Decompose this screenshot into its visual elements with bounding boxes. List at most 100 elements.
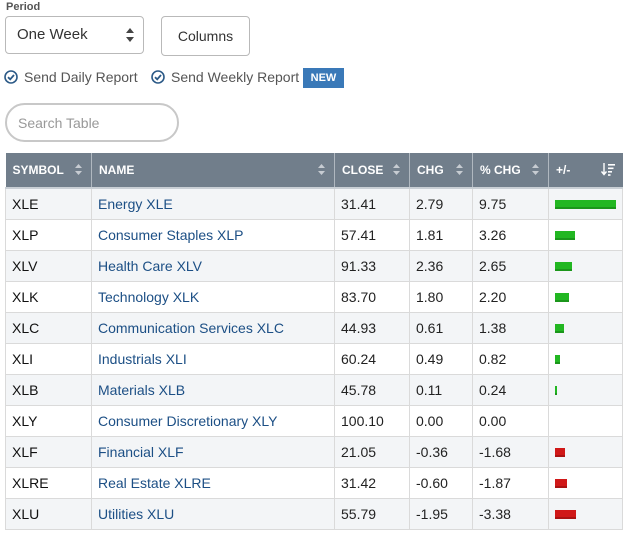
check-circle-icon xyxy=(4,70,18,84)
positive-change-bar xyxy=(555,231,575,240)
close-cell: 100.10 xyxy=(334,405,410,437)
name-link[interactable]: Energy XLE xyxy=(91,188,335,220)
table-header-row: SYMBOL NAME CLOSE CHG % CHG +/- xyxy=(5,153,623,189)
name-link[interactable]: Consumer Discretionary XLY xyxy=(91,405,335,437)
close-cell: 21.05 xyxy=(334,436,410,468)
pct-chg-cell: 2.20 xyxy=(472,281,549,313)
change-bar-cell xyxy=(548,343,623,375)
chg-cell: -1.95 xyxy=(409,498,473,530)
search-input[interactable] xyxy=(5,103,179,142)
name-link[interactable]: Utilities XLU xyxy=(91,498,335,530)
header-chg[interactable]: CHG xyxy=(409,153,473,189)
pct-chg-cell: -1.87 xyxy=(472,467,549,499)
symbol-cell: XLC xyxy=(5,312,92,344)
table-row[interactable]: XLU Utilities XLU 55.79 -1.95 -3.38 xyxy=(5,498,623,530)
chg-cell: 0.61 xyxy=(409,312,473,344)
positive-change-bar xyxy=(555,324,564,333)
table-row[interactable]: XLB Materials XLB 45.78 0.11 0.24 xyxy=(5,374,623,406)
table-row[interactable]: XLP Consumer Staples XLP 57.41 1.81 3.26 xyxy=(5,219,623,251)
chg-cell: 1.81 xyxy=(409,219,473,251)
sector-table: SYMBOL NAME CLOSE CHG % CHG +/- XLE Energ… xyxy=(5,153,623,530)
table-row[interactable]: XLE Energy XLE 31.41 2.79 9.75 xyxy=(5,188,623,220)
columns-button[interactable]: Columns xyxy=(161,16,250,56)
name-link[interactable]: Materials XLB xyxy=(91,374,335,406)
select-arrows-icon xyxy=(126,28,134,42)
new-badge: NEW xyxy=(303,68,344,88)
close-cell: 91.33 xyxy=(334,250,410,282)
period-label: Period xyxy=(6,1,41,13)
pct-chg-cell: 3.26 xyxy=(472,219,549,251)
positive-change-bar xyxy=(555,200,616,209)
sort-icon xyxy=(75,164,82,175)
negative-change-bar xyxy=(555,510,576,519)
name-link[interactable]: Real Estate XLRE xyxy=(91,467,335,499)
pct-chg-cell: 9.75 xyxy=(472,188,549,220)
chg-cell: 2.79 xyxy=(409,188,473,220)
name-link[interactable]: Financial XLF xyxy=(91,436,335,468)
chg-cell: 1.80 xyxy=(409,281,473,313)
symbol-cell: XLF xyxy=(5,436,92,468)
weekly-report-toggle[interactable]: Send Weekly Report xyxy=(151,69,299,85)
name-link[interactable]: Communication Services XLC xyxy=(91,312,335,344)
chg-cell: 0.49 xyxy=(409,343,473,375)
check-circle-icon xyxy=(151,70,165,84)
chg-cell: -0.36 xyxy=(409,436,473,468)
positive-change-bar xyxy=(555,262,572,271)
close-cell: 45.78 xyxy=(334,374,410,406)
symbol-cell: XLK xyxy=(5,281,92,313)
chg-cell: 0.11 xyxy=(409,374,473,406)
table-row[interactable]: XLK Technology XLK 83.70 1.80 2.20 xyxy=(5,281,623,313)
table-row[interactable]: XLC Communication Services XLC 44.93 0.61 1.… xyxy=(5,312,623,344)
symbol-cell: XLI xyxy=(5,343,92,375)
pct-chg-cell: -3.38 xyxy=(472,498,549,530)
name-link[interactable]: Health Care XLV xyxy=(91,250,335,282)
pct-chg-cell: 0.00 xyxy=(472,405,549,437)
pct-chg-cell: 2.65 xyxy=(472,250,549,282)
positive-change-bar xyxy=(555,355,560,364)
negative-change-bar xyxy=(555,479,567,488)
daily-report-label: Send Daily Report xyxy=(24,69,138,85)
symbol-cell: XLY xyxy=(5,405,92,437)
table-row[interactable]: XLF Financial XLF 21.05 -0.36 -1.68 xyxy=(5,436,623,468)
close-cell: 31.41 xyxy=(334,188,410,220)
table-row[interactable]: XLV Health Care XLV 91.33 2.36 2.65 xyxy=(5,250,623,282)
pct-chg-cell: 0.82 xyxy=(472,343,549,375)
name-link[interactable]: Technology XLK xyxy=(91,281,335,313)
close-cell: 55.79 xyxy=(334,498,410,530)
close-cell: 57.41 xyxy=(334,219,410,251)
symbol-cell: XLP xyxy=(5,219,92,251)
table-row[interactable]: XLY Consumer Discretionary XLY 100.10 0.00 0… xyxy=(5,405,623,437)
header-close[interactable]: CLOSE xyxy=(334,153,410,189)
symbol-cell: XLRE xyxy=(5,467,92,499)
weekly-report-label: Send Weekly Report xyxy=(171,69,300,85)
pct-chg-cell: 0.24 xyxy=(472,374,549,406)
name-link[interactable]: Consumer Staples XLP xyxy=(91,219,335,251)
change-bar-cell xyxy=(548,436,623,468)
sort-icon xyxy=(532,164,539,175)
change-bar-cell xyxy=(548,405,623,437)
header-pct-chg[interactable]: % CHG xyxy=(472,153,549,189)
symbol-cell: XLB xyxy=(5,374,92,406)
close-cell: 83.70 xyxy=(334,281,410,313)
period-select-value: One Week xyxy=(17,26,88,43)
change-bar-cell xyxy=(548,250,623,282)
change-bar-cell xyxy=(548,374,623,406)
symbol-cell: XLV xyxy=(5,250,92,282)
period-select[interactable]: One Week xyxy=(5,16,144,54)
daily-report-toggle[interactable]: Send Daily Report xyxy=(4,69,138,85)
table-row[interactable]: XLRE Real Estate XLRE 31.42 -0.60 -1.87 xyxy=(5,467,623,499)
chg-cell: 2.36 xyxy=(409,250,473,282)
header-symbol[interactable]: SYMBOL xyxy=(5,153,92,189)
sort-descending-icon xyxy=(600,163,615,176)
close-cell: 44.93 xyxy=(334,312,410,344)
symbol-cell: XLE xyxy=(5,188,92,220)
pct-chg-cell: -1.68 xyxy=(472,436,549,468)
table-row[interactable]: XLI Industrials XLI 60.24 0.49 0.82 xyxy=(5,343,623,375)
sort-icon xyxy=(456,164,463,175)
close-cell: 31.42 xyxy=(334,467,410,499)
name-link[interactable]: Industrials XLI xyxy=(91,343,335,375)
sort-icon xyxy=(393,164,400,175)
change-bar-cell xyxy=(548,498,623,530)
header-name[interactable]: NAME xyxy=(91,153,335,189)
header-plus-minus[interactable]: +/- xyxy=(548,153,623,189)
